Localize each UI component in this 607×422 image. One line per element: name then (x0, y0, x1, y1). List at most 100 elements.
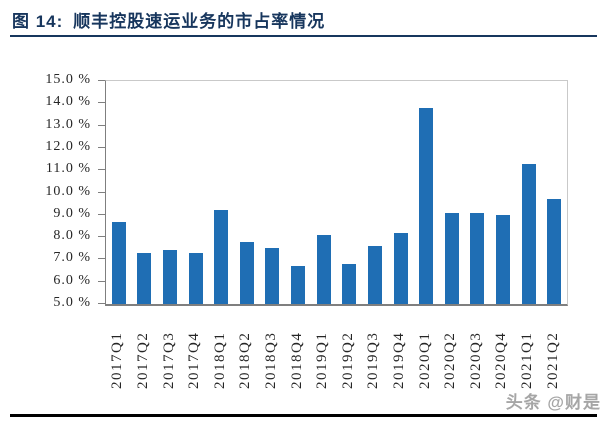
bottom-divider (10, 414, 597, 417)
x-slot: 2020Q2 (438, 309, 464, 389)
x-slot: 2017Q1 (105, 309, 131, 389)
bar-2021Q2 (547, 199, 562, 304)
x-slot: 2017Q3 (156, 309, 182, 389)
x-axis-tick-label: 2018Q4 (288, 331, 305, 389)
x-axis-tick-label: 2017Q2 (134, 331, 151, 389)
bar-chart-plot-area (105, 80, 568, 306)
bar-2018Q4 (291, 266, 306, 304)
bar-slot (208, 81, 234, 304)
bar-slot (388, 81, 414, 304)
x-axis-tick-label: 2017Q3 (160, 331, 177, 389)
bar-2020Q2 (444, 212, 459, 304)
y-axis-tick-mark (98, 191, 105, 193)
figure-number-label: 图 14: (12, 12, 64, 31)
bar-slot (260, 81, 286, 304)
x-axis-tick-label: 2020Q2 (442, 331, 459, 389)
x-slot: 2021Q1 (515, 309, 541, 389)
bar-2019Q2 (342, 263, 357, 304)
y-axis-tick-mark (98, 213, 105, 215)
bar-2017Q4 (188, 252, 203, 304)
bar-2018Q2 (239, 241, 254, 304)
bar-2018Q1 (214, 210, 229, 304)
bar-slot (490, 81, 516, 304)
x-axis-tick-label: 2018Q2 (237, 331, 254, 389)
x-axis-tick-label: 2020Q4 (493, 331, 510, 389)
y-axis-tick-label: 7.0 % (53, 250, 91, 266)
y-axis-tick-mark (98, 102, 105, 104)
y-axis-tick-label: 9.0 % (53, 205, 91, 221)
x-slot: 2020Q3 (464, 309, 490, 389)
bar-2018Q3 (265, 248, 280, 304)
y-axis-tick-mark (98, 303, 105, 304)
x-slot: 2018Q1 (207, 309, 233, 389)
y-axis-tick-label: 10.0 % (45, 183, 91, 199)
bar-slot (183, 81, 209, 304)
x-slot: 2019Q3 (361, 309, 387, 389)
x-slot: 2020Q4 (489, 309, 515, 389)
bar-2020Q3 (470, 212, 485, 304)
bar-slot (106, 81, 132, 304)
y-axis-tick-label: 15.0 % (45, 72, 91, 87)
x-slot: 2017Q2 (131, 309, 157, 389)
bar-2017Q1 (111, 221, 126, 304)
bar-slot (311, 81, 337, 304)
x-axis-tick-label: 2018Q3 (262, 331, 279, 389)
x-axis-tick-label: 2020Q1 (416, 331, 433, 389)
x-slot: 2018Q3 (259, 309, 285, 389)
y-axis-tick-label: 8.0 % (53, 228, 91, 244)
x-axis-tick-label: 2020Q3 (467, 331, 484, 389)
bar-slot (541, 81, 567, 304)
y-axis-tick-label: 5.0 % (53, 295, 91, 310)
y-axis-tick-mark (98, 124, 105, 126)
y-axis-tick-label: 6.0 % (53, 272, 91, 288)
y-axis-tick-mark (98, 146, 105, 148)
y-axis: 15.0 % 14.0 % 13.0 % 12.0 % 11.0 % 10.0 % 9.0 … (0, 72, 105, 310)
y-axis-tick-mark (98, 280, 105, 282)
x-slot: 2019Q1 (310, 309, 336, 389)
y-axis-tick-label: 14.0 % (45, 94, 91, 110)
page-title: 顺丰控股速运业务的市占率情况 (73, 12, 326, 31)
x-axis-tick-label: 2021Q2 (544, 331, 561, 389)
bar-slot (234, 81, 260, 304)
x-axis-tick-label: 2021Q1 (519, 331, 536, 389)
bar-slot (336, 81, 362, 304)
bar-slot (132, 81, 158, 304)
bar-2020Q4 (495, 214, 510, 304)
bar-2021Q1 (521, 163, 536, 304)
figure-title: 图 14: 顺丰控股速运业务的市占率情况 (12, 7, 597, 32)
x-axis-tick-label: 2017Q4 (186, 331, 203, 389)
y-axis-tick-mark (98, 169, 105, 171)
x-axis-tick-label: 2017Q1 (109, 331, 126, 389)
y-axis-tick-label: 13.0 % (45, 116, 91, 132)
x-slot: 2019Q2 (335, 309, 361, 389)
bar-slot (439, 81, 465, 304)
x-slot: 2017Q4 (182, 309, 208, 389)
y-axis-tick-mark (98, 236, 105, 238)
x-slot: 2021Q2 (540, 309, 566, 389)
bar-2019Q1 (316, 234, 331, 304)
y-axis-tick-label: 12.0 % (45, 138, 91, 154)
x-axis: 2017Q1 2017Q2 2017Q3 2017Q4 2018Q1 2018Q2 2018… (105, 309, 566, 389)
bar-slot (285, 81, 311, 304)
y-axis-tick-mark (98, 258, 105, 260)
bar-slot (362, 81, 388, 304)
bar-slot (157, 81, 183, 304)
bar-2017Q3 (163, 250, 178, 304)
x-slot: 2018Q4 (284, 309, 310, 389)
x-axis-tick-label: 2018Q1 (211, 331, 228, 389)
x-axis-tick-label: 2019Q3 (365, 331, 382, 389)
x-axis-tick-label: 2019Q4 (391, 331, 407, 389)
y-axis-tick-mark (98, 80, 105, 81)
bar-slot (413, 81, 439, 304)
watermark: 头条 @财是 (505, 393, 601, 412)
bar-2017Q2 (137, 252, 152, 304)
y-axis-tick-label: 11.0 % (45, 161, 91, 177)
x-slot: 2018Q2 (233, 309, 259, 389)
title-underline (10, 35, 597, 37)
x-slot: 2020Q1 (412, 309, 438, 389)
x-axis-tick-label: 2019Q2 (339, 331, 356, 389)
bar-slot (465, 81, 491, 304)
bar-2020Q1 (419, 107, 434, 304)
bar-2019Q4 (393, 232, 408, 304)
x-slot: 2019Q4 (387, 309, 413, 389)
